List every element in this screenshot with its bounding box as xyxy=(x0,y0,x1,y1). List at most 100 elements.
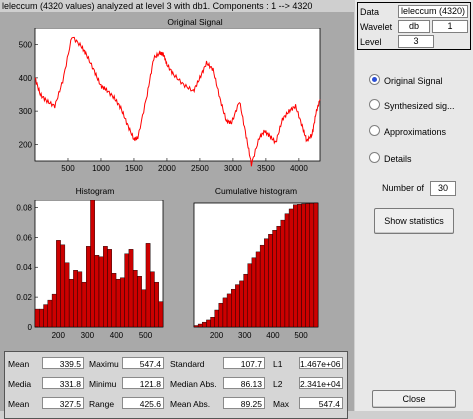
stat-value: 89.25 xyxy=(223,397,265,409)
cumulative-bar xyxy=(280,219,286,328)
y-tick-label: 0 xyxy=(28,323,33,332)
stat-label: Mean Abs. xyxy=(170,399,211,409)
y-tick-label: 0.06 xyxy=(16,233,32,242)
y-tick-label: 200 xyxy=(19,140,33,149)
x-tick-label: 2000 xyxy=(158,164,176,173)
x-tick-label: 300 xyxy=(81,331,95,340)
cumulative-histogram-plot: 200 300 400 500 xyxy=(193,202,319,340)
window-caption: leleccum (4320 values) analyzed at level… xyxy=(2,1,313,11)
x-tick-label: 500 xyxy=(61,164,75,173)
number-of-label: Number of xyxy=(382,183,425,193)
cumulative-bar xyxy=(226,293,232,328)
cumulative-bar xyxy=(193,325,199,328)
x-tick-label: 2500 xyxy=(191,164,209,173)
cumulative-bar xyxy=(313,202,319,328)
stat-value: 425.6 xyxy=(122,397,164,409)
stat-label: Minimu xyxy=(89,379,117,389)
cumulative-bar xyxy=(222,297,228,328)
cumulative-bar xyxy=(239,280,244,328)
cumulative-histogram-title: Cumulative histogram xyxy=(214,186,298,196)
cumulative-bar xyxy=(247,263,253,328)
cumulative-bar xyxy=(293,204,298,328)
radio-icon xyxy=(369,125,380,136)
x-tick-label: 4000 xyxy=(290,164,308,173)
y-tick-label: 0.02 xyxy=(16,293,32,302)
signal-plot: 500 1000 1500 2000 2500 3000 3500 4000 200 300 400… xyxy=(19,28,321,173)
stat-value: 547.4 xyxy=(299,397,343,409)
stat-value: 547.4 xyxy=(122,357,164,369)
cumulative-bar xyxy=(243,273,248,328)
analysis-panel: Original Signal 500 1000 1500 2000 2500 3000 3… xyxy=(0,12,354,419)
x-tick-label: 400 xyxy=(266,331,280,340)
radio-label: Original Signal xyxy=(384,76,443,86)
stat-label: Mean xyxy=(8,399,30,409)
cumulative-bar xyxy=(210,316,215,328)
histogram-title: Histogram xyxy=(75,186,115,196)
x-tick-label: 200 xyxy=(210,331,224,340)
x-tick-label: 500 xyxy=(139,331,153,340)
level-label: Level xyxy=(360,37,382,47)
cumulative-bar xyxy=(230,288,236,328)
stat-value: 1.467e+06 xyxy=(299,357,343,369)
show-statistics-button[interactable]: Show statistics xyxy=(374,208,454,234)
x-tick-label: 1500 xyxy=(125,164,143,173)
cumulative-bar xyxy=(297,204,302,328)
cumulative-bar xyxy=(197,323,203,328)
stat-value: 107.7 xyxy=(223,357,265,369)
cumulative-bar xyxy=(268,234,273,328)
x-tick-label: 200 xyxy=(52,331,66,340)
y-tick-label: 0.04 xyxy=(16,263,32,272)
radio-label: Approximations xyxy=(384,127,447,137)
wavelet-label: Wavelet xyxy=(360,22,393,32)
level-field: 3 xyxy=(398,35,434,48)
radio-original-signal[interactable]: Original Signal xyxy=(369,74,443,88)
cumulative-bar xyxy=(288,208,294,328)
cumulative-bar xyxy=(309,203,315,328)
cumulative-bar xyxy=(276,225,282,328)
y-tick-label: 300 xyxy=(19,107,33,116)
cumulative-bar xyxy=(206,319,211,328)
stat-value: 121.8 xyxy=(122,377,164,389)
data-field: leleccum (4320) xyxy=(398,5,468,18)
stat-label: Mean xyxy=(8,359,30,369)
cumulative-bar xyxy=(272,230,277,328)
radio-label: Details xyxy=(384,154,412,164)
y-tick-label: 500 xyxy=(19,41,33,50)
radio-synthesized-signal[interactable]: Synthesized sig... xyxy=(369,99,455,113)
stat-label: Maximu xyxy=(89,359,119,369)
cumulative-bar xyxy=(284,213,290,328)
cumulative-bar xyxy=(218,302,224,328)
cumulative-bar xyxy=(264,238,269,328)
stat-value: 86.13 xyxy=(223,377,265,389)
radio-label: Synthesized sig... xyxy=(384,101,455,111)
stat-label: Max xyxy=(273,399,290,409)
cumulative-bar xyxy=(255,251,261,328)
y-tick-label: 0.08 xyxy=(16,203,32,212)
x-tick-label: 3000 xyxy=(224,164,242,173)
cumulative-bar xyxy=(301,203,306,328)
x-tick-label: 3500 xyxy=(257,164,275,173)
stat-label: L2 xyxy=(273,379,283,389)
wavelet-family-field: db xyxy=(398,20,430,33)
statistics-panel: Mean 339.5 Media 331.8 Mean 327.5 Maximu… xyxy=(4,351,348,419)
control-panel: Data leleccum (4320) Wavelet db 1 Level … xyxy=(355,0,473,411)
wavelet-order-field: 1 xyxy=(432,20,468,33)
radio-details[interactable]: Details xyxy=(369,152,412,166)
close-button[interactable]: Close xyxy=(372,390,456,408)
signal-plot-title: Original Signal xyxy=(167,17,223,27)
signal-plot-area xyxy=(34,28,321,162)
stat-label: Standard xyxy=(170,359,205,369)
x-tick-label: 1000 xyxy=(92,164,110,173)
stat-label: Range xyxy=(89,399,115,409)
cumulative-bar xyxy=(251,257,257,328)
number-of-bins-input[interactable]: 30 xyxy=(430,181,456,196)
x-tick-label: 400 xyxy=(110,331,124,340)
stat-label: Median Abs. xyxy=(170,379,217,389)
radio-icon xyxy=(369,99,380,110)
stat-value: 2.341e+04 xyxy=(299,377,343,389)
stat-value: 339.5 xyxy=(42,357,84,369)
radio-approximations[interactable]: Approximations xyxy=(369,125,446,139)
signal-line xyxy=(34,36,321,167)
x-tick-label: 300 xyxy=(238,331,252,340)
radio-selected-icon xyxy=(369,74,380,85)
